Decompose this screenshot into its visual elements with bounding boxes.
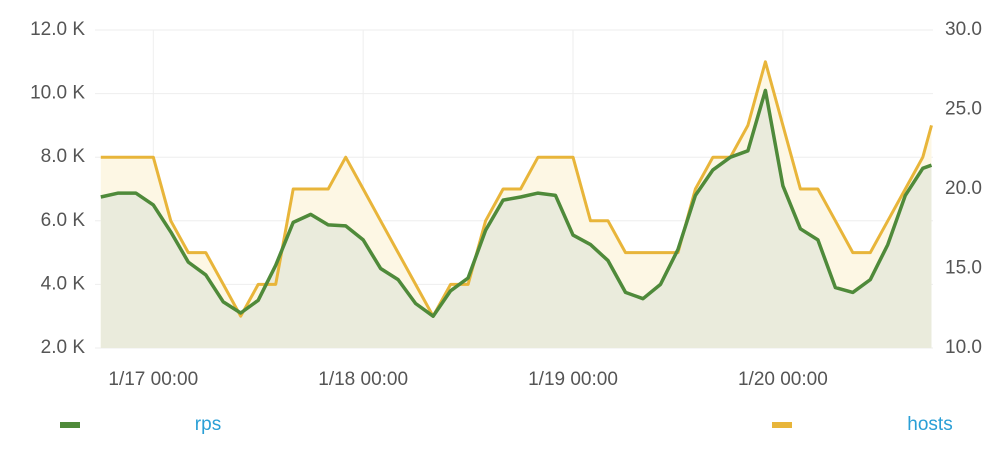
x-tick-label: 1/18 00:00 xyxy=(318,369,408,390)
series-line xyxy=(100,88,933,318)
series-line xyxy=(100,60,933,318)
y-tick-label: 4.0 K xyxy=(41,273,86,294)
y2-tick-label: 20.0 xyxy=(945,178,982,199)
y2-tick-label: 25.0 xyxy=(945,99,982,120)
legend-swatch[interactable] xyxy=(772,422,792,428)
x-tick-label: 1/20 00:00 xyxy=(738,369,828,390)
y-tick-label: 10.0 K xyxy=(30,83,85,104)
y-tick-label: 8.0 K xyxy=(41,146,86,167)
y-tick-label: 12.0 K xyxy=(30,19,85,40)
y2-tick-label: 10.0 xyxy=(945,337,982,358)
y-tick-label: 2.0 K xyxy=(41,337,86,358)
y-tick-label: 6.0 K xyxy=(41,210,86,231)
y2-tick-label: 30.0 xyxy=(945,19,982,40)
legend-swatch[interactable] xyxy=(60,422,80,428)
x-tick-label: 1/17 00:00 xyxy=(108,369,198,390)
legend-label[interactable]: rps xyxy=(195,414,221,435)
x-tick-label: 1/19 00:00 xyxy=(528,369,618,390)
legend-label[interactable]: hosts xyxy=(907,414,952,435)
y2-tick-label: 15.0 xyxy=(945,258,982,279)
series-area xyxy=(100,90,932,349)
